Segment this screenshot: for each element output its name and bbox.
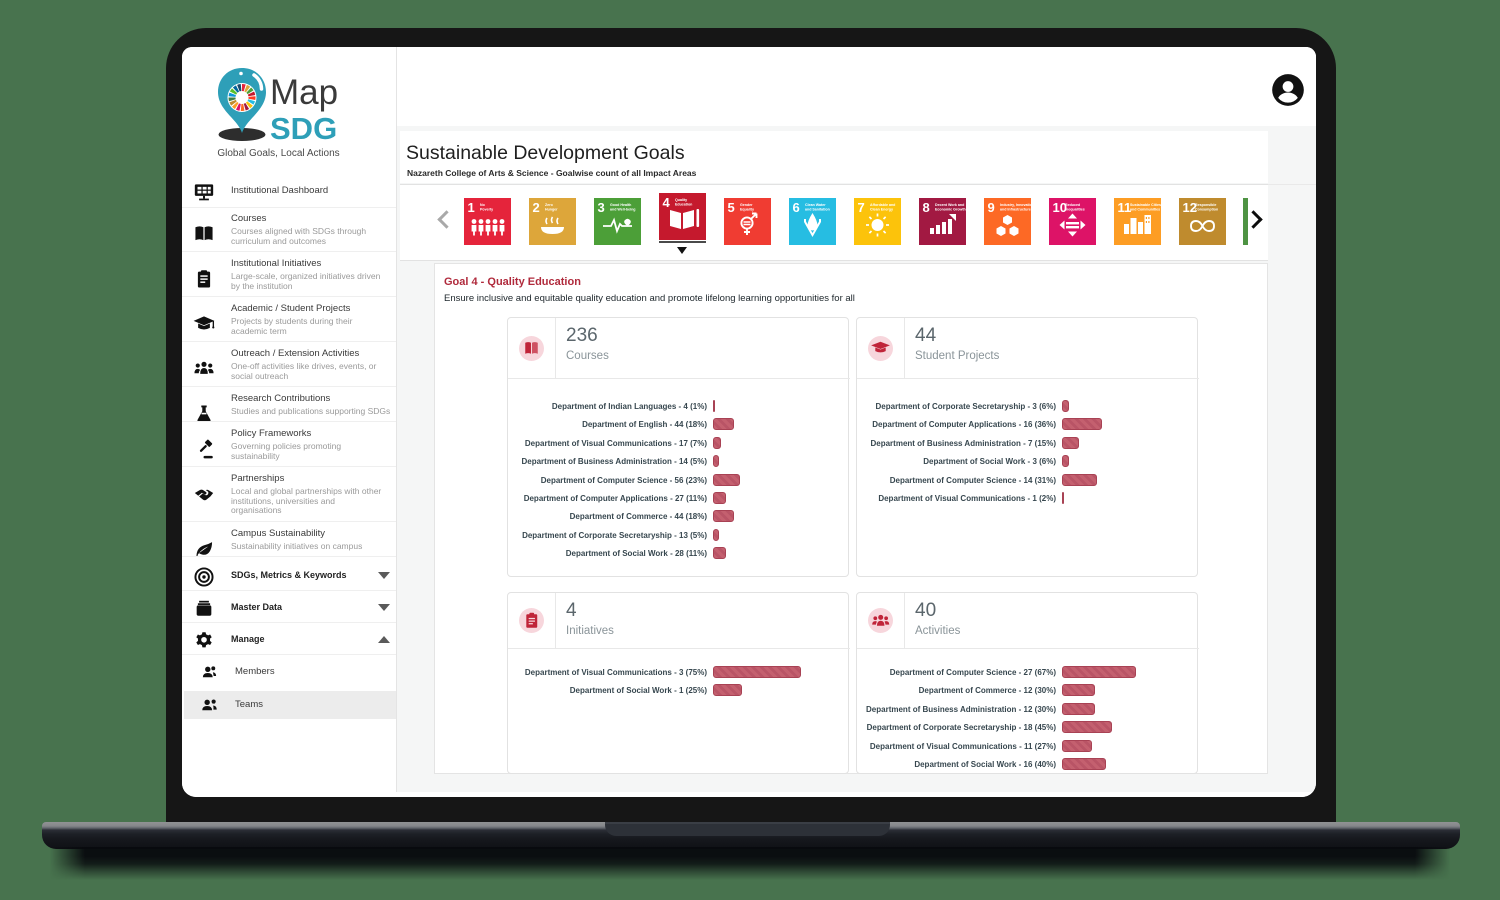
svg-text:Consumption: Consumption: [1195, 208, 1218, 212]
svg-text:10: 10: [1053, 200, 1067, 215]
svg-text:SDG: SDG: [270, 111, 337, 146]
svg-text:Map: Map: [270, 73, 338, 112]
svg-text:5: 5: [728, 200, 735, 215]
svg-text:Global Goals, Local Actions: Global Goals, Local Actions: [217, 148, 339, 159]
svg-text:Sustainable Cities: Sustainable Cities: [1130, 203, 1161, 207]
svg-text:Equality: Equality: [740, 208, 754, 212]
svg-text:and Sanitation: and Sanitation: [805, 208, 830, 212]
svg-text:No: No: [480, 203, 486, 207]
svg-text:Clean Water: Clean Water: [805, 203, 826, 207]
svg-text:3: 3: [598, 200, 605, 215]
svg-text:Hunger: Hunger: [545, 208, 558, 212]
svg-text:Affordable and: Affordable and: [870, 203, 895, 207]
svg-text:and Infrastructure: and Infrastructure: [1000, 208, 1031, 212]
svg-text:Reduced: Reduced: [1065, 203, 1080, 207]
svg-text:Industry, Innovation: Industry, Innovation: [1000, 203, 1031, 207]
svg-text:Quality: Quality: [675, 198, 687, 202]
svg-text:12: 12: [1183, 200, 1197, 215]
svg-text:2: 2: [533, 200, 540, 215]
svg-text:Poverty: Poverty: [480, 208, 493, 212]
svg-text:11: 11: [1118, 200, 1132, 215]
svg-text:Education: Education: [675, 203, 692, 207]
svg-text:1: 1: [468, 200, 475, 215]
svg-text:and Communities: and Communities: [1130, 208, 1160, 212]
svg-text:7: 7: [858, 200, 865, 215]
svg-text:Good Health: Good Health: [610, 203, 631, 207]
svg-text:Gender: Gender: [740, 203, 753, 207]
svg-text:8: 8: [923, 200, 930, 215]
svg-text:Inequalities: Inequalities: [1065, 208, 1085, 212]
svg-text:Economic Growth: Economic Growth: [935, 208, 966, 212]
svg-text:9: 9: [988, 200, 995, 215]
svg-text:Zero: Zero: [545, 203, 554, 207]
svg-text:Clean Energy: Clean Energy: [870, 208, 893, 212]
svg-text:6: 6: [793, 200, 800, 215]
svg-text:and Well-being: and Well-being: [610, 208, 636, 212]
svg-text:Decent Work and: Decent Work and: [935, 203, 964, 207]
svg-text:Responsible: Responsible: [1195, 203, 1216, 207]
svg-text:4: 4: [663, 195, 671, 210]
